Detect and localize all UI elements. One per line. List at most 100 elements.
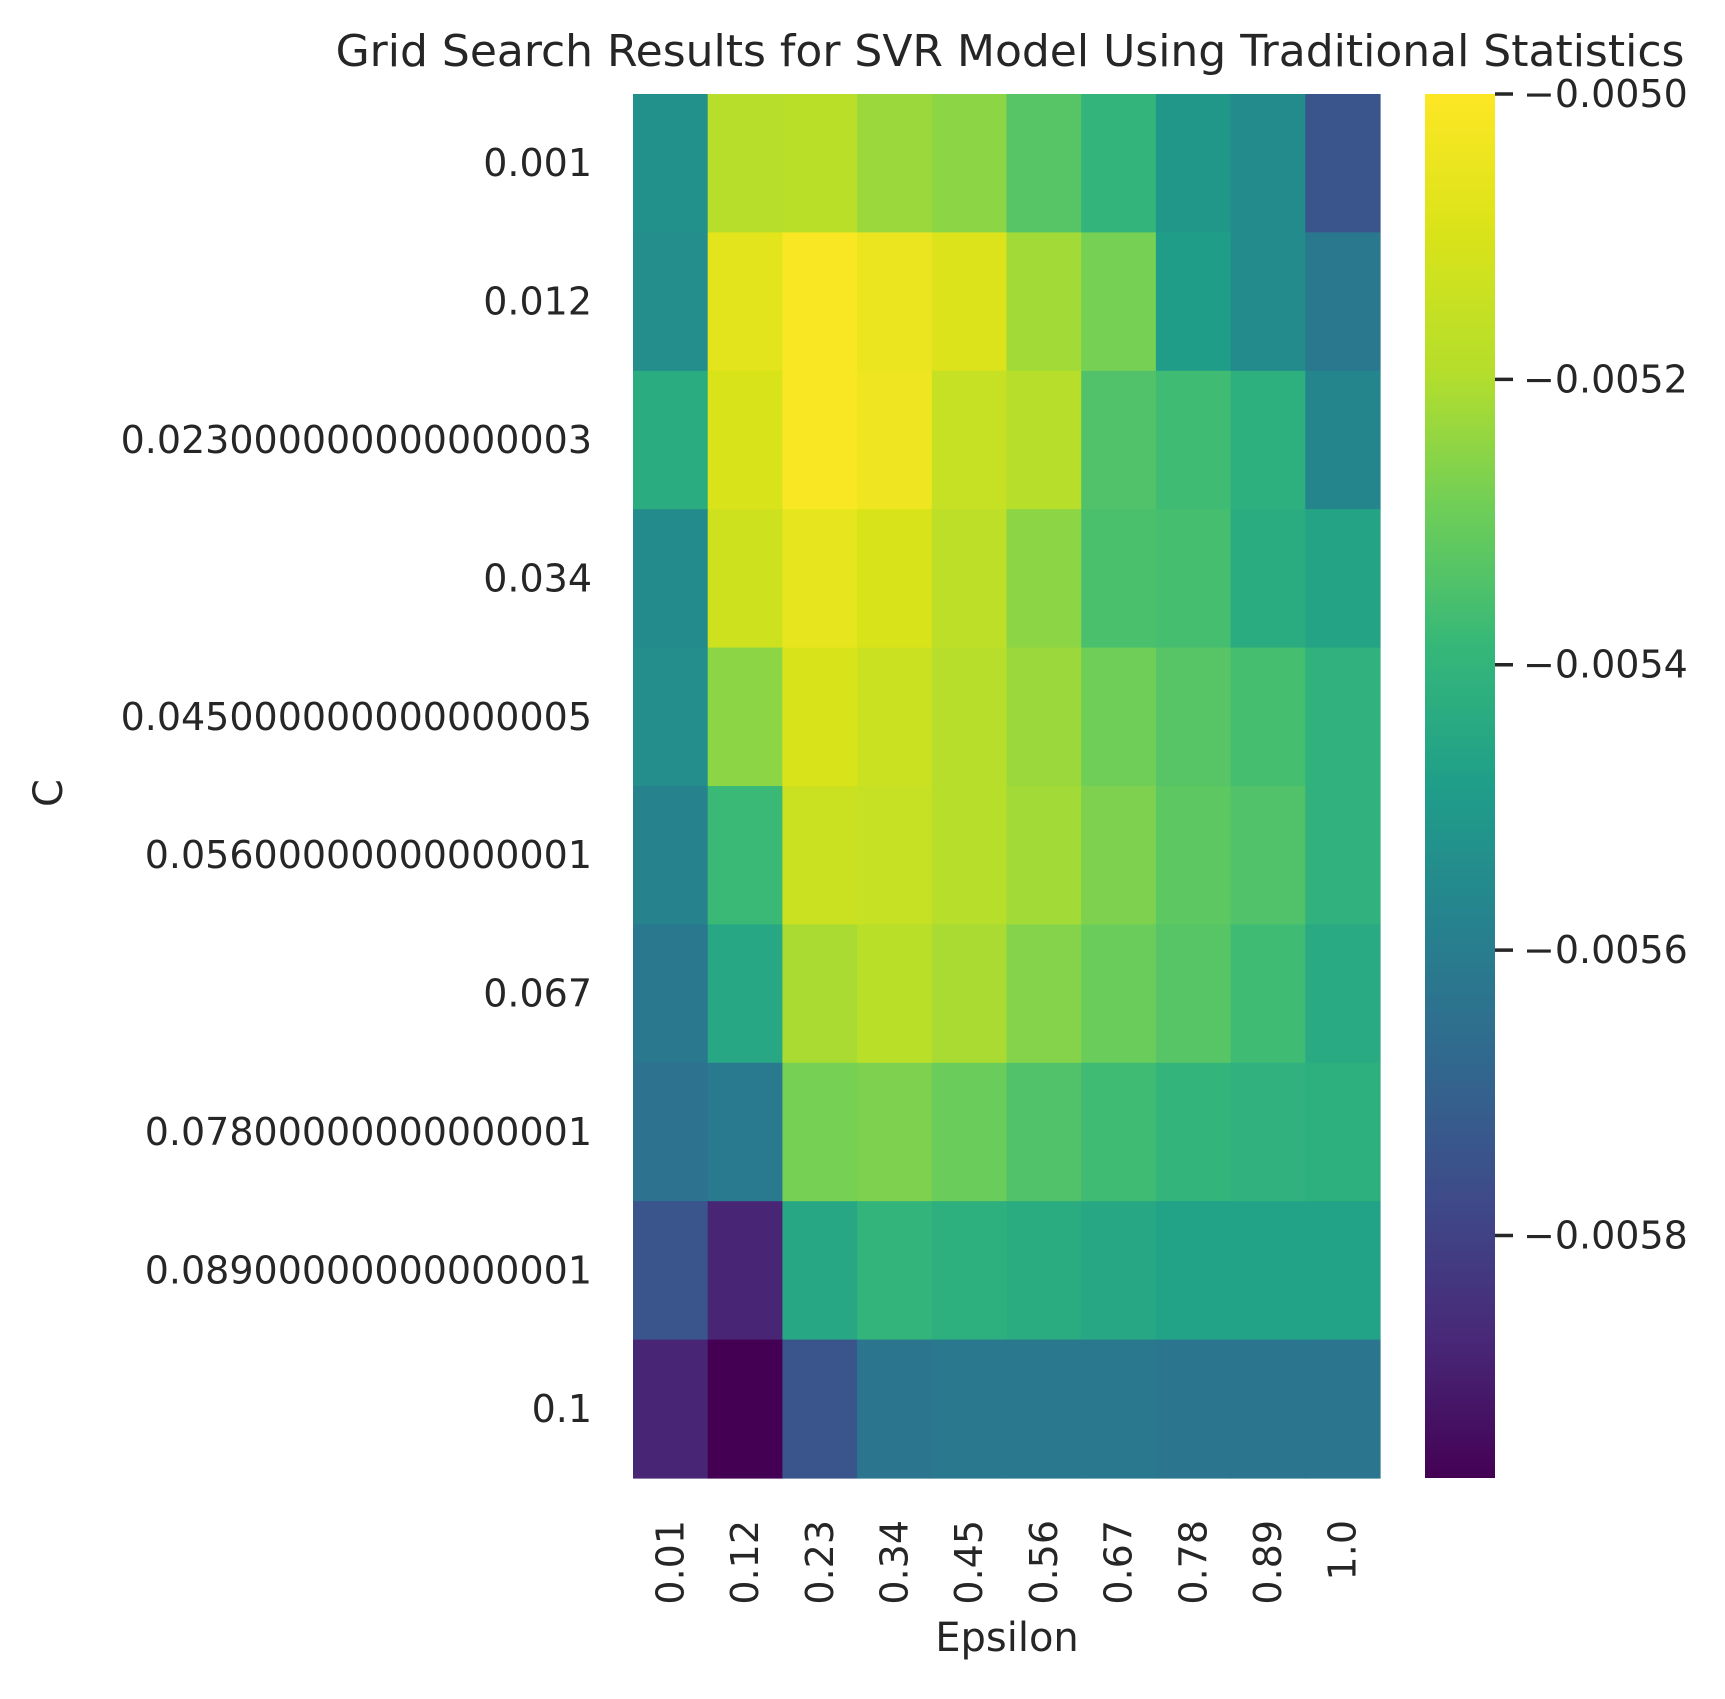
heatmap-cell: [633, 924, 709, 1064]
heatmap-cell: [633, 94, 709, 233]
heatmap-cell: [1081, 1339, 1157, 1479]
heatmap-cell: [1230, 786, 1306, 925]
heatmap-cell: [931, 1339, 1008, 1479]
y-tick-labels: 0.001 0.012 0.023000000000000003 0.034 0.045…: [121, 141, 592, 1431]
heatmap-cell: [1081, 924, 1157, 1064]
heatmap-cell: [1230, 232, 1306, 372]
y-tick-label: 0.067: [483, 972, 592, 1016]
heatmap-cell: [1081, 232, 1157, 372]
x-tick-labels: 0.01 0.12 0.23 0.34 0.45 0.56 0.67 0.78 0.89 1.0: [648, 1520, 1364, 1605]
colorbar-tick-label: −0.0052: [1523, 357, 1688, 401]
heatmap-cell: [707, 370, 783, 510]
heatmap-cell: [707, 232, 783, 372]
heatmap-cell: [1155, 370, 1232, 510]
heatmap-cell: [931, 786, 1008, 925]
x-tick-label: 0.89: [1246, 1520, 1290, 1605]
heatmap-cell: [1305, 370, 1381, 510]
heatmap-cell: [1155, 1339, 1232, 1479]
heatmap-cell: [1305, 94, 1381, 233]
heatmap-cell: [1155, 232, 1232, 372]
heatmap-cell: [1155, 786, 1232, 925]
heatmap-cell: [857, 924, 933, 1064]
heatmap-cell: [1081, 1201, 1157, 1341]
heatmap-cell: [707, 94, 783, 233]
y-tick-label: 0.08900000000000001: [145, 1248, 592, 1292]
heatmap-cell: [1081, 647, 1157, 787]
heatmap-cell: [782, 1339, 858, 1479]
colorbar-tick-label: −0.0058: [1523, 1213, 1688, 1257]
heatmap-cell: [1305, 1339, 1381, 1479]
heatmap-cell: [782, 924, 858, 1064]
colorbar: [1425, 94, 1495, 1478]
heatmap-cell: [782, 786, 858, 925]
heatmap-cell: [633, 1339, 709, 1479]
y-tick-label: 0.05600000000000001: [145, 833, 592, 877]
heatmap-cell: [1155, 1062, 1232, 1202]
x-tick-label: 0.12: [723, 1520, 767, 1605]
y-tick-label: 0.012: [483, 280, 592, 324]
heatmap-cell: [1155, 94, 1232, 233]
heatmap-cell: [1305, 232, 1381, 372]
heatmap-cell: [1305, 1062, 1381, 1202]
heatmap-cell: [1305, 1201, 1381, 1341]
heatmap-cell: [1006, 924, 1082, 1064]
heatmap-cell: [782, 1201, 858, 1341]
x-tick-label: 0.45: [947, 1520, 991, 1605]
heatmap-cell: [707, 1339, 783, 1479]
heatmap-cell: [931, 924, 1008, 1064]
heatmap-cell: [1006, 370, 1082, 510]
x-tick-label: 1.0: [1321, 1520, 1365, 1580]
heatmap-cell: [931, 1201, 1008, 1341]
heatmap-cell: [707, 509, 783, 649]
x-tick-label: 0.01: [648, 1520, 692, 1605]
heatmap-cell: [782, 1062, 858, 1202]
x-tick-label: 0.56: [1022, 1520, 1066, 1605]
y-axis-label: C: [26, 779, 72, 807]
heatmap-cell: [931, 647, 1008, 787]
heatmap-cell: [857, 647, 933, 787]
heatmap-cell: [633, 509, 709, 649]
x-tick-label: 0.67: [1097, 1520, 1141, 1605]
heatmap-cell: [1006, 786, 1082, 925]
heatmap-cell: [1305, 924, 1381, 1064]
heatmap-cell: [633, 232, 709, 372]
heatmap-cell: [857, 1339, 933, 1479]
x-tick-label: 0.78: [1171, 1520, 1215, 1605]
heatmap-cell: [782, 232, 858, 372]
heatmap-cell: [707, 1062, 783, 1202]
heatmap-cell: [931, 232, 1008, 372]
heatmap-cell: [782, 509, 858, 649]
heatmap-cells: [633, 94, 1381, 1479]
heatmap-cell: [1230, 924, 1306, 1064]
heatmap-cell: [633, 786, 709, 925]
colorbar-ticks: −0.0050 −0.0052 −0.0054 −0.0056 −0.0058: [1495, 72, 1688, 1257]
heatmap-cell: [1081, 786, 1157, 925]
x-axis-label: Epsilon: [935, 1615, 1079, 1661]
heatmap-cell: [857, 94, 933, 233]
heatmap-cell: [782, 94, 858, 233]
colorbar-tick-label: −0.0050: [1523, 72, 1688, 116]
chart-title: Grid Search Results for SVR Model Using …: [336, 26, 1685, 77]
heatmap-cell: [857, 370, 933, 510]
heatmap-cell: [1081, 94, 1157, 233]
heatmap-cell: [1305, 509, 1381, 649]
heatmap-cell: [1230, 1201, 1306, 1341]
heatmap-cell: [1006, 1339, 1082, 1479]
x-tick-label: 0.23: [798, 1520, 842, 1605]
heatmap-cell: [633, 647, 709, 787]
heatmap-cell: [1230, 647, 1306, 787]
y-tick-label: 0.1: [532, 1387, 592, 1431]
heatmap-cell: [707, 1201, 783, 1341]
y-tick-label: 0.034: [483, 556, 592, 600]
heatmap-cell: [707, 647, 783, 787]
colorbar-tick-label: −0.0054: [1523, 643, 1688, 687]
heatmap-cell: [1006, 647, 1082, 787]
heatmap-cell: [1006, 232, 1082, 372]
heatmap-cell: [782, 647, 858, 787]
heatmap-cell: [1155, 509, 1232, 649]
heatmap-cell: [1230, 94, 1306, 233]
heatmap-cell: [1305, 786, 1381, 925]
heatmap-cell: [1305, 647, 1381, 787]
colorbar-tick-label: −0.0056: [1523, 928, 1688, 972]
heatmap-cell: [931, 1062, 1008, 1202]
